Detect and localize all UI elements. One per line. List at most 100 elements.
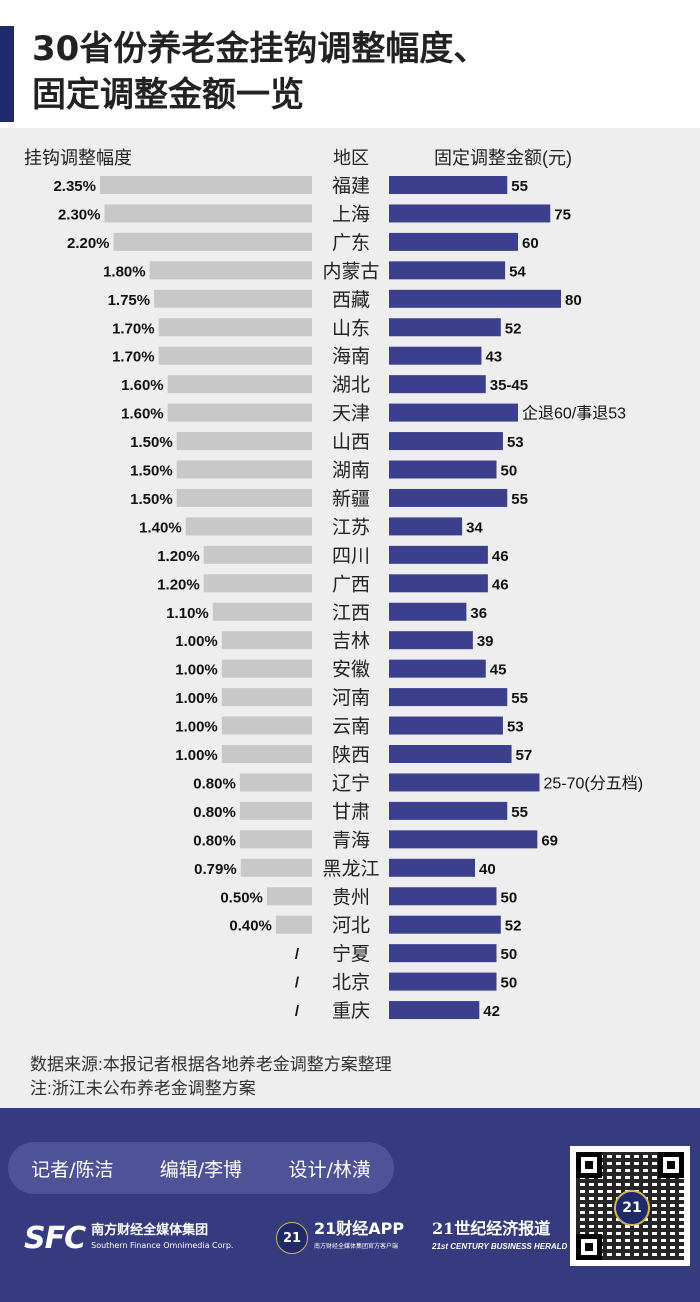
title-line-2: 固定调整金额一览	[32, 75, 304, 115]
amount-bar	[389, 602, 467, 621]
app-subtitle: 南方财经全媒体集团官方客户端	[314, 1243, 399, 1250]
qr-finder-icon	[576, 1152, 602, 1178]
pct-label: 1.00%	[175, 747, 218, 764]
pct-label: 1.80%	[103, 263, 146, 280]
amount-bar	[389, 801, 508, 820]
pct-bar	[167, 375, 312, 394]
amount-bar	[389, 261, 506, 280]
pct-label: 0.40%	[229, 918, 272, 935]
pct-label: 1.40%	[139, 519, 182, 536]
region-label: 海南	[332, 346, 370, 368]
region-label: 湖南	[332, 460, 370, 482]
qr-finder-icon	[658, 1152, 684, 1178]
sfc-mark: SFC	[24, 1220, 86, 1256]
region-label: 天津	[332, 403, 370, 425]
amount-label: 42	[483, 1003, 500, 1020]
center-header: 地区	[333, 148, 369, 168]
app-badge-icon: 21	[276, 1222, 308, 1254]
pct-label: 1.75%	[108, 292, 151, 309]
left-header: 挂钩调整幅度	[24, 148, 132, 168]
pct-label: /	[295, 1003, 300, 1020]
title-accent-bar	[0, 26, 14, 122]
region-label: 云南	[332, 716, 370, 738]
pct-label: 0.79%	[194, 861, 237, 878]
region-label: 江苏	[332, 516, 370, 538]
amount-label: 53	[507, 434, 524, 451]
pct-label: 1.60%	[121, 406, 164, 423]
pct-bar	[212, 602, 312, 621]
region-label: 上海	[332, 203, 370, 225]
amount-label: 39	[477, 633, 494, 650]
pct-label: 1.00%	[175, 719, 218, 736]
amount-label: 46	[492, 548, 509, 565]
region-label: 重庆	[332, 1000, 370, 1022]
amount-bar	[389, 517, 463, 536]
zhejiang-note: 注:浙江未公布养老金调整方案	[30, 1079, 256, 1098]
region-label: 山东	[332, 317, 370, 339]
amount-label: 60	[522, 235, 539, 252]
pct-label: 1.20%	[157, 576, 200, 593]
pct-label: 2.20%	[67, 235, 110, 252]
pct-label: 1.00%	[175, 662, 218, 679]
region-label: 河北	[332, 915, 370, 937]
pct-label: /	[295, 975, 300, 992]
region-label: 安徽	[332, 659, 370, 681]
amount-label: 55	[511, 690, 528, 707]
amount-bar	[389, 858, 475, 877]
amount-bar	[389, 176, 508, 194]
app-logo: 21 21财经APP 南方财经全媒体集团官方客户端	[276, 1218, 404, 1258]
herald-logo: 21世纪经济报道 21st CENTURY BUSINESS HERALD	[432, 1218, 567, 1258]
amount-bar	[389, 1001, 480, 1020]
amount-bar	[389, 574, 488, 593]
sfc-logo: SFC 南方财经全媒体集团 Southern Finance Omnimedia…	[24, 1218, 233, 1258]
pct-bar	[221, 745, 312, 763]
region-label: 广东	[332, 232, 370, 254]
qr-code-icon[interactable]: 21	[570, 1146, 690, 1266]
amount-bar	[389, 631, 473, 650]
amount-bar	[389, 688, 508, 707]
region-label: 贵州	[332, 886, 370, 908]
region-label: 北京	[332, 972, 370, 994]
region-label: 山西	[332, 431, 370, 453]
pct-bar	[167, 403, 312, 422]
credit-designer: 设计/林潢	[288, 1158, 371, 1181]
amount-label: 36	[470, 605, 487, 622]
pct-bar	[221, 716, 312, 735]
qr-finder-icon	[576, 1234, 602, 1260]
chart-background	[0, 128, 700, 1108]
amount-label: 企退60/事退53	[522, 405, 626, 423]
pct-label: 1.60%	[121, 377, 164, 394]
qr-badge-icon: 21	[614, 1190, 650, 1226]
pct-bar	[158, 346, 312, 365]
pct-bar	[154, 289, 312, 308]
app-name: 21财经APP	[314, 1219, 405, 1238]
region-label: 吉林	[332, 630, 370, 652]
region-label: 四川	[332, 546, 370, 567]
amount-label: 50	[501, 463, 518, 480]
amount-label: 45	[490, 662, 507, 679]
pct-label: 1.00%	[175, 690, 218, 707]
pct-label: 1.50%	[130, 434, 173, 451]
credit-editor: 编辑/李博	[159, 1158, 243, 1181]
pct-bar	[149, 261, 312, 280]
pct-bar	[203, 545, 312, 564]
amount-label: 50	[501, 946, 518, 963]
amount-label: 46	[492, 576, 509, 593]
region-label: 甘肃	[332, 801, 370, 823]
pct-bar	[221, 688, 312, 707]
region-label: 江西	[332, 602, 370, 624]
pct-label: 2.35%	[53, 178, 96, 195]
amount-bar	[389, 659, 486, 678]
amount-bar	[389, 232, 518, 251]
region-label: 黑龙江	[322, 858, 379, 880]
amount-label: 40	[479, 861, 496, 878]
amount-bar	[389, 346, 482, 365]
region-label: 青海	[332, 829, 370, 851]
amount-bar	[389, 375, 486, 394]
amount-label: 55	[511, 491, 528, 508]
amount-label: 53	[507, 719, 524, 736]
pct-label: 1.20%	[157, 548, 200, 565]
pct-bar	[221, 631, 312, 650]
region-label: 广西	[332, 573, 370, 595]
region-label: 湖北	[332, 374, 370, 396]
